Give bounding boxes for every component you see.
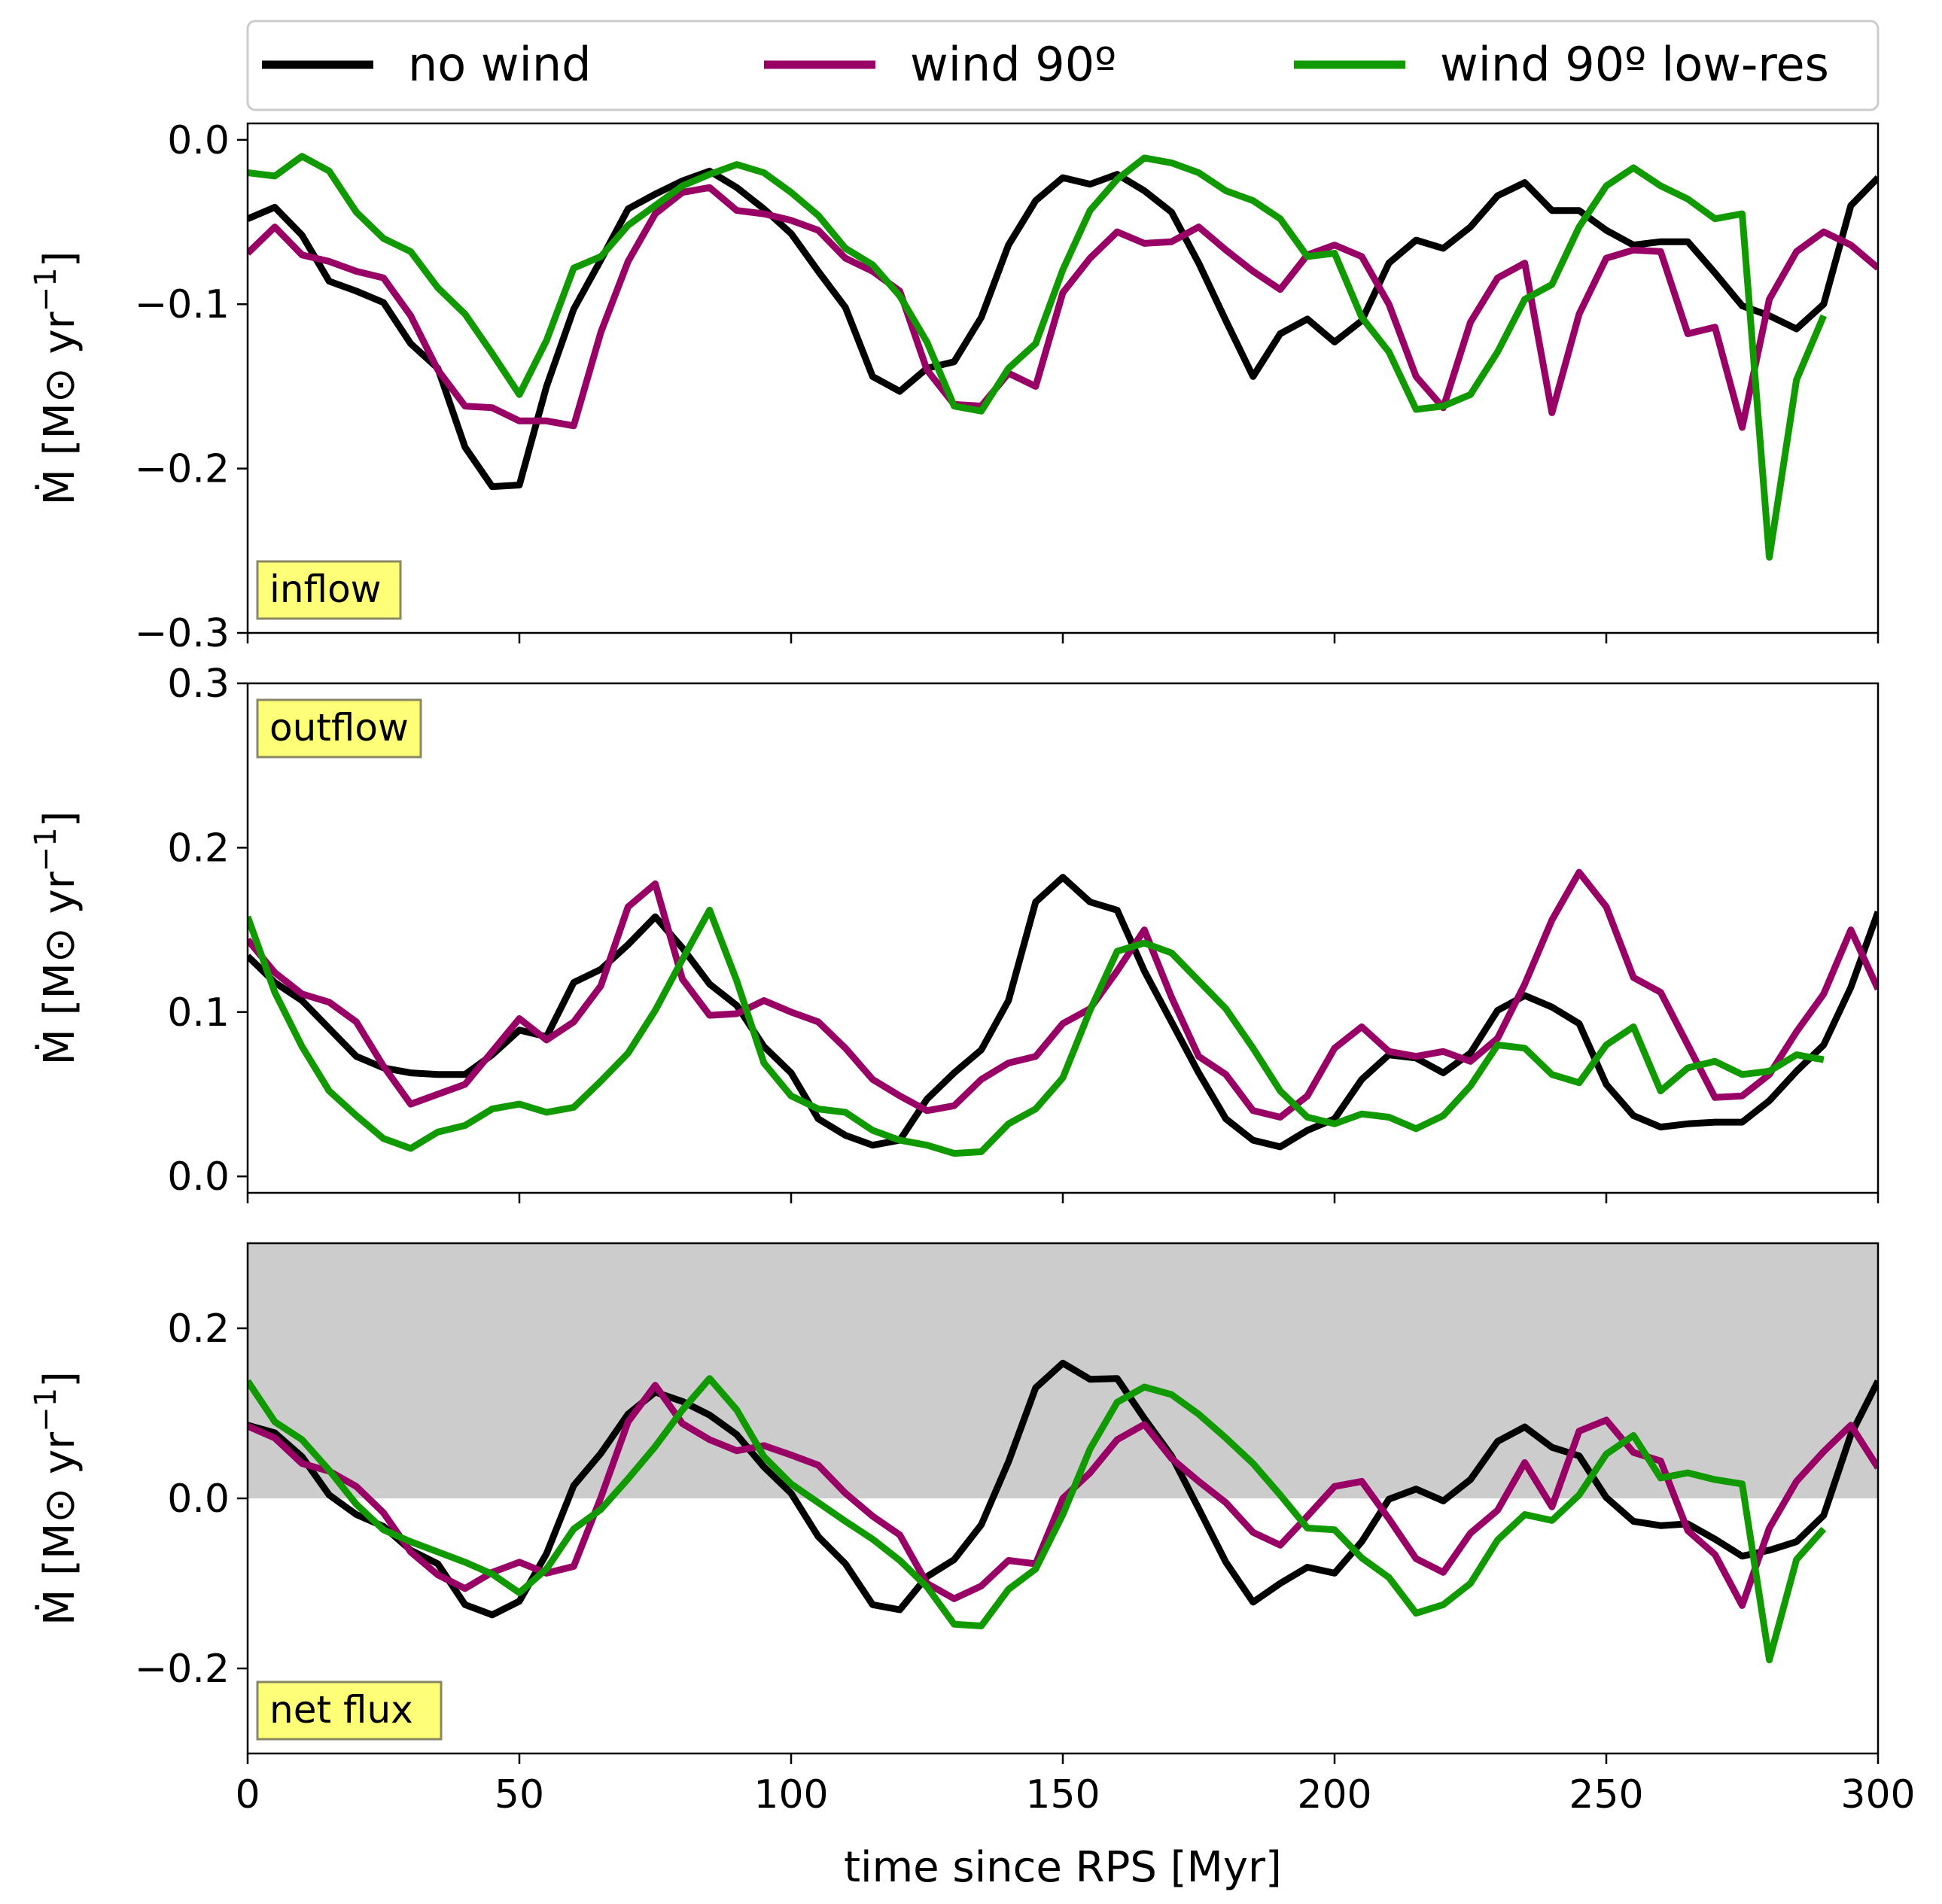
series-line-0-0: [248, 167, 1878, 491]
legend-frame: [246, 20, 1880, 111]
x-tick-label: 0: [235, 1772, 260, 1817]
series-line-0-1: [248, 184, 1878, 431]
series-line-2-2: [248, 1375, 1827, 1664]
series-line-1-1: [248, 868, 1878, 1121]
label-box-text: outflow: [269, 706, 409, 750]
y-tick-label: −0.2: [135, 1647, 230, 1692]
y-axis-label: Ṁ [M⊙ yr−1]: [29, 1371, 84, 1626]
shaded-region: [248, 1243, 1878, 1498]
y-tick-label: −0.2: [135, 447, 230, 492]
panels: 0.0−0.1−0.2−0.3Ṁ [M⊙ yr−1]inflow0.00.10.…: [29, 118, 1916, 1817]
y-tick-label: 0.0: [167, 1477, 230, 1522]
y-axis-label: Ṁ [M⊙ yr−1]: [29, 811, 84, 1066]
y-tick-label: 0.2: [167, 826, 230, 871]
series-line-2-1: [248, 1382, 1878, 1609]
x-tick-label: 50: [495, 1772, 544, 1817]
panel-2: 0.2 0.0 −0.2 0 50 100 150 200 250 300 Ṁ [M⊙ yr−1] n…: [29, 1242, 1916, 1817]
panel-1: 0.0 0.1 0.2 0.3 Ṁ [M⊙ yr−1] outflow: [29, 662, 1880, 1203]
y-tick-label: −0.1: [135, 282, 230, 327]
series-line-1-0: [248, 874, 1878, 1151]
y-tick-label: 0.3: [167, 662, 230, 707]
axes-frame: [246, 122, 1880, 634]
legend-label-0: no wind: [408, 37, 592, 92]
label-box: [256, 560, 402, 620]
label-box: [256, 1680, 443, 1741]
label-box-text: net flux: [269, 1688, 413, 1732]
series-group: [248, 868, 1878, 1157]
series-group: [248, 153, 1878, 561]
y-tick-label: 0.0: [167, 118, 230, 163]
x-axis-label: time since RPS [Myr]: [844, 1843, 1282, 1892]
x-tick-label: 100: [753, 1772, 828, 1817]
series-line-2-0: [248, 1359, 1878, 1619]
series-group: [248, 1359, 1878, 1664]
y-tick-label: 0.0: [167, 1154, 230, 1200]
series-line-1-2: [248, 906, 1825, 1157]
x-tick-label: 300: [1840, 1772, 1915, 1817]
x-tick-label: 250: [1569, 1772, 1643, 1817]
x-tick-label: 150: [1025, 1772, 1100, 1817]
label-box: [256, 698, 422, 759]
label-box-text: inflow: [269, 567, 382, 611]
legend-label-2: wind 90º low-res: [1440, 37, 1829, 92]
legend-label-1: wind 90º: [910, 37, 1116, 92]
y-axis-label: Ṁ [M⊙ yr−1]: [29, 251, 84, 506]
y-tick-label: −0.3: [135, 611, 230, 656]
legend: no wind wind 90º wind 90º low-res: [246, 20, 1880, 111]
y-tick-label: 0.1: [167, 990, 230, 1036]
series-line-0-2: [248, 153, 1827, 561]
x-tick-label: 200: [1297, 1772, 1371, 1817]
panel-0: 0.0 −0.1 −0.2 −0.3 Ṁ [M⊙ yr−1] inflow: [29, 118, 1880, 656]
y-tick-label: 0.2: [167, 1306, 230, 1352]
